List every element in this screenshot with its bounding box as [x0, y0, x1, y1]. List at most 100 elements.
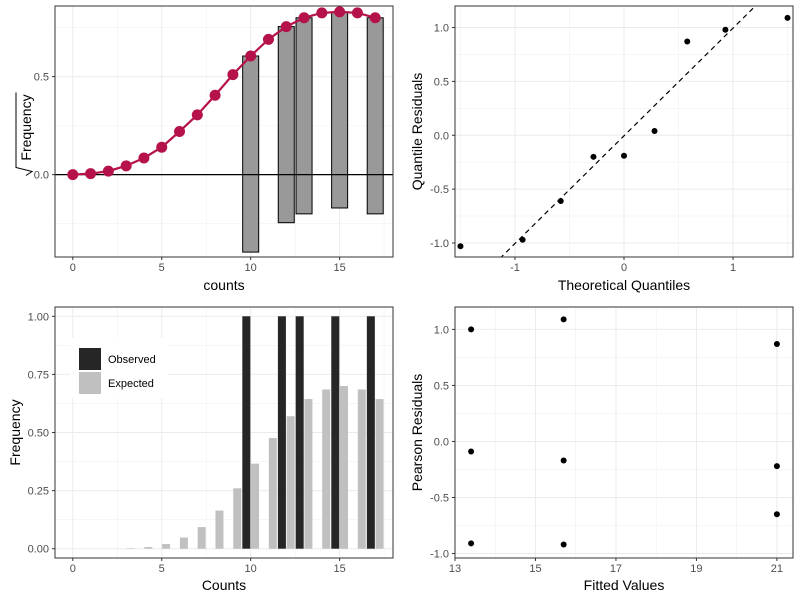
- legend-label-observed: Observed: [108, 354, 156, 366]
- x-tick-label: 5: [159, 262, 165, 274]
- residual-point: [560, 316, 567, 323]
- rootogram-panel: 0 5 10 15 0.0 0.5 counts Frequency: [15, 5, 394, 293]
- y-tick-label: 1.00: [28, 311, 49, 323]
- expected-bar: [375, 399, 384, 549]
- expected-frequency-point: [191, 109, 203, 121]
- expected-frequency-line: [72, 10, 376, 176]
- expected-frequency-point: [120, 160, 132, 172]
- qq-point: [651, 127, 658, 134]
- expected-frequency-point: [85, 168, 97, 180]
- residual-point: [468, 540, 475, 547]
- rootogram-bar: [366, 17, 384, 215]
- expected-frequency-point: [174, 126, 186, 137]
- x-tick-label: 0: [70, 563, 76, 575]
- y-tick-label: -0.5: [430, 492, 449, 504]
- expected-frequency-point: [369, 12, 381, 24]
- legend-key-expected: [79, 372, 101, 394]
- y-tick-label: 1.0: [434, 324, 449, 336]
- expected-bar: [197, 527, 206, 549]
- x-tick-label: 0: [621, 262, 627, 274]
- observed-bar: [331, 316, 340, 549]
- y-tick-label: -1.0: [430, 238, 449, 250]
- y-tick-label: 0.50: [28, 428, 49, 440]
- x-tick-label: 5: [159, 563, 165, 575]
- observed-bar: [366, 316, 375, 549]
- expected-bar: [339, 386, 348, 549]
- y-tick-label: -1.0: [430, 549, 449, 561]
- y-tick-label: 1.0: [434, 23, 449, 35]
- rootogram-bar: [242, 55, 260, 253]
- x-tick-label: 0: [70, 262, 76, 274]
- x-tick-label: 1: [730, 262, 736, 274]
- x-tick-label: 10: [245, 262, 257, 274]
- expected-bar: [144, 547, 153, 549]
- y-tick-label: 0.0: [434, 130, 449, 142]
- y-axis-title: Quantile Residuals: [409, 73, 425, 191]
- residual-point: [468, 448, 475, 455]
- y-tick-label: 0.5: [434, 380, 449, 392]
- x-axis-title: Fitted Values: [584, 577, 665, 593]
- qq-point: [621, 152, 627, 159]
- expected-bar: [304, 399, 313, 549]
- residual-point: [773, 340, 780, 347]
- qq-point: [457, 243, 464, 250]
- expected-bar: [251, 463, 260, 549]
- y-axis-title: Pearson Residuals: [409, 374, 425, 492]
- rootogram-bar: [295, 17, 313, 215]
- residual-point: [773, 511, 780, 518]
- expected-bar: [357, 389, 366, 549]
- y-tick-label: 0.0: [434, 436, 449, 448]
- rootogram-bar: [277, 26, 295, 224]
- x-axis-title: Counts: [202, 577, 246, 593]
- expected-frequency-point: [280, 21, 292, 33]
- qq-point: [722, 26, 729, 33]
- expected-frequency-point: [209, 89, 221, 101]
- qq-point: [684, 38, 691, 45]
- panel-border: [54, 5, 394, 258]
- legend: Observed Expected: [70, 338, 168, 398]
- expected-frequency-point: [227, 69, 239, 81]
- qq-point: [557, 197, 564, 204]
- expected-frequency-point: [156, 141, 168, 153]
- y-axis-title-group: Frequency: [15, 92, 34, 176]
- x-axis-title: Theoretical Quantiles: [558, 277, 690, 293]
- residual-point: [560, 541, 567, 548]
- expected-frequency-point: [138, 152, 150, 164]
- sqrt-radical-icon: [15, 92, 34, 176]
- qq-point: [519, 236, 526, 243]
- x-tick-label: 19: [690, 563, 702, 575]
- x-tick-label: 21: [771, 563, 783, 575]
- x-tick-label: -1: [510, 262, 520, 274]
- expected-bar: [233, 488, 242, 549]
- expected-frequency-point: [298, 12, 310, 24]
- y-axis-title: Frequency: [18, 94, 34, 160]
- expected-frequency-point: [316, 7, 328, 19]
- x-tick-label: 15: [334, 262, 346, 274]
- expected-frequency-point: [67, 169, 79, 181]
- residual-point: [560, 457, 567, 464]
- x-tick-label: 10: [245, 563, 257, 575]
- expected-bar: [179, 537, 188, 549]
- expected-bar: [322, 389, 331, 549]
- y-tick-label: 0.25: [28, 486, 49, 498]
- frequency-bar-panel: Observed Expected 0 5 10 15 0.00 0.25 0.50 0.75 1.…: [7, 306, 394, 593]
- expected-frequency-point: [351, 7, 363, 19]
- x-tick-label: 15: [529, 563, 541, 575]
- expected-frequency-point: [245, 50, 257, 62]
- residuals-panel: 13 15 17 19 21 -1.0 -0.5 0.0 0.5 1.0 Fitted Values…: [409, 306, 794, 593]
- expected-bar: [162, 544, 171, 549]
- rootogram-bar: [331, 11, 349, 209]
- y-tick-label: 0.5: [434, 76, 449, 88]
- x-tick-label: 17: [610, 563, 622, 575]
- y-tick-label: 0.75: [28, 369, 49, 381]
- y-tick-label: 0.0: [34, 170, 49, 182]
- x-tick-label: 15: [334, 563, 346, 575]
- residual-point: [468, 326, 475, 333]
- expected-bar: [215, 510, 224, 549]
- y-axis-title: Frequency: [7, 399, 23, 465]
- qq-reference-line: [500, 6, 757, 257]
- y-tick-label: 0.5: [34, 72, 49, 84]
- expected-bar: [286, 416, 295, 549]
- expected-frequency-point: [102, 165, 114, 177]
